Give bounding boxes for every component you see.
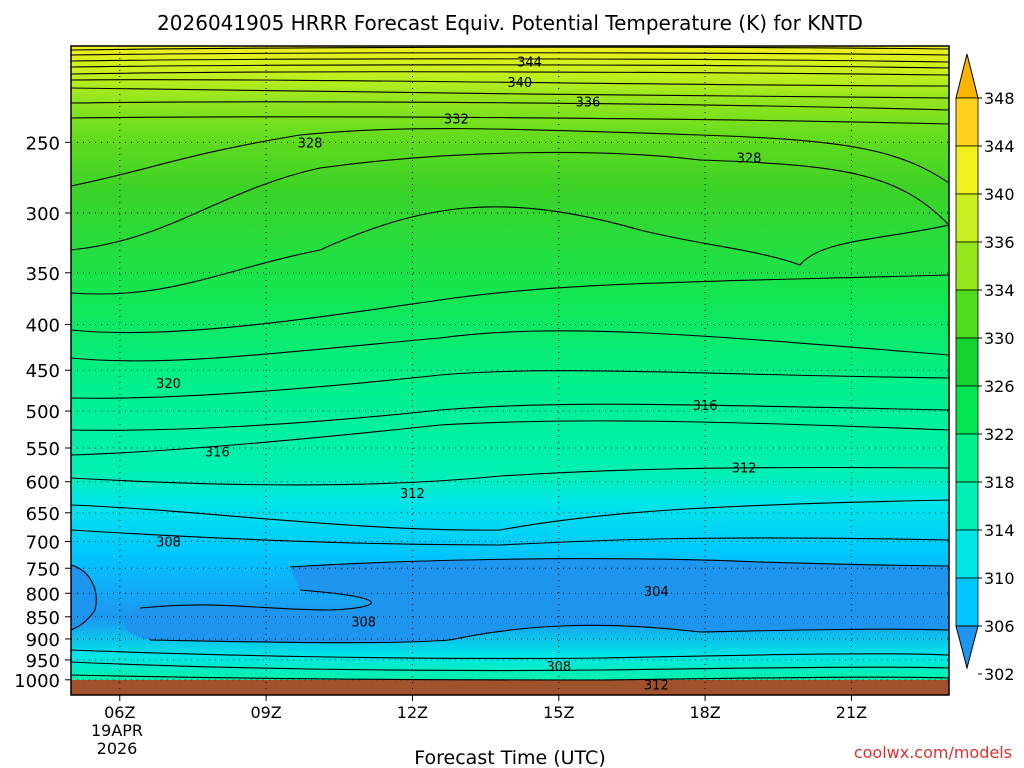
colorbar: 348 344 340 336 334 330 326 322 318 314 310 306 302 — [955, 53, 1015, 684]
y-tick-label-1000: 1000 — [14, 671, 60, 692]
contour-label-text: 340 — [507, 76, 532, 91]
colorbar-segment-9 — [955, 529, 979, 579]
x-tick-label-12Z: 12Z — [397, 703, 428, 722]
contour-label-10: 312 — [400, 487, 425, 502]
y-tick-label-400: 400 — [26, 316, 60, 337]
x-date-line2: 2026 — [97, 739, 138, 758]
contour-label-text: 336 — [576, 95, 601, 110]
contour-label-11: 308 — [156, 536, 181, 551]
colorbar-segment-10 — [955, 577, 979, 627]
y-tick-label-500: 500 — [26, 402, 60, 423]
contour-label-6: 320 — [156, 377, 181, 392]
contour-label-12: 304 — [644, 585, 669, 600]
colorbar-label-314: 314 — [984, 521, 1015, 540]
contour-label-2: 336 — [576, 95, 601, 110]
low-theta-band — [124, 558, 949, 643]
contour-label-text: 328 — [298, 136, 323, 151]
colorbar-label-318: 318 — [984, 473, 1015, 492]
x-date-line1: 19APR — [91, 721, 143, 740]
y-tick-label-700: 700 — [26, 533, 60, 554]
contour-label-text: 308 — [156, 536, 181, 551]
y-tick-label-550: 550 — [26, 439, 60, 460]
colorbar-label-340: 340 — [984, 185, 1015, 204]
x-tick-label-06Z: 06Z — [104, 703, 135, 722]
contour-label-text: 332 — [444, 112, 469, 127]
watermark: coolwx.com/models — [854, 743, 1012, 762]
colorbar-label-334: 334 — [984, 281, 1015, 300]
contour-label-text: 344 — [517, 56, 542, 71]
x-axis-label: Forecast Time (UTC) — [414, 747, 605, 768]
y-axis: 2503003504004505005506006507007508008509… — [14, 133, 71, 692]
y-tick-label-950: 950 — [26, 651, 60, 672]
contour-label-text: 304 — [644, 585, 669, 600]
colorbar-segment-5 — [955, 337, 979, 387]
contour-label-1: 340 — [507, 76, 532, 91]
colorbar-segment-3 — [955, 241, 979, 291]
colorbar-arrow-top — [955, 53, 979, 99]
colorbar-label-322: 322 — [984, 425, 1015, 444]
contour-label-3: 332 — [444, 112, 469, 127]
contour-label-8: 316 — [205, 446, 230, 461]
contour-label-13: 308 — [351, 615, 376, 630]
colorbar-segment-7 — [955, 433, 979, 483]
colorbar-label-306: 306 — [984, 617, 1015, 636]
contour-label-text: 312 — [400, 487, 425, 502]
contour-label-5: 328 — [737, 152, 762, 167]
colorbar-label-344: 344 — [984, 137, 1015, 156]
x-tick-label-15Z: 15Z — [543, 703, 574, 722]
contour-label-7: 316 — [693, 399, 718, 414]
colorbar-label-310: 310 — [984, 569, 1015, 588]
y-tick-label-250: 250 — [26, 133, 60, 154]
y-tick-label-450: 450 — [26, 361, 60, 382]
contour-label-9: 312 — [732, 461, 757, 476]
colorbar-segment-4 — [955, 289, 979, 339]
x-tick-label-18Z: 18Z — [689, 703, 720, 722]
ground-surface — [71, 680, 949, 695]
contour-label-text: 328 — [737, 152, 762, 167]
plot-area: 344 340 336 332 328 328 320 316 316 312 312 308 304 3… — [71, 46, 949, 695]
contour-label-text: 316 — [205, 446, 230, 461]
contour-label-0: 344 — [517, 56, 542, 71]
low-theta-region — [71, 565, 97, 630]
contour-label-text: 308 — [546, 660, 571, 675]
y-tick-label-800: 800 — [26, 584, 60, 605]
x-axis: 06Z 09Z 12Z 15Z 18Z 21Z — [104, 695, 867, 722]
contour-label-15: 312 — [644, 678, 669, 693]
colorbar-segment-6 — [955, 385, 979, 435]
contour-label-text: 308 — [351, 615, 376, 630]
y-tick-label-650: 650 — [26, 504, 60, 525]
contour-lines — [71, 46, 949, 681]
pressure-grid — [71, 141, 949, 681]
x-tick-label-09Z: 09Z — [250, 703, 281, 722]
colorbar-segment-2 — [955, 193, 979, 243]
colorbar-label-336: 336 — [984, 233, 1015, 252]
contour-labels: 344 340 336 332 328 328 320 316 316 312 312 308 304 3… — [156, 56, 762, 694]
contour-label-text: 320 — [156, 377, 181, 392]
colorbar-label-302: 302 — [984, 665, 1015, 684]
y-tick-label-900: 900 — [26, 630, 60, 651]
y-tick-label-850: 850 — [26, 608, 60, 629]
time-grid — [119, 46, 852, 695]
y-tick-label-350: 350 — [26, 264, 60, 285]
x-tick-label-21Z: 21Z — [836, 703, 867, 722]
contour-label-text: 316 — [693, 399, 718, 414]
chart-title: 2026041905 HRRR Forecast Equiv. Potentia… — [157, 11, 863, 35]
contour-label-text: 312 — [732, 461, 757, 476]
colorbar-segment-1 — [955, 145, 979, 195]
colorbar-segment-0 — [955, 97, 979, 147]
colorbar-segment-8 — [955, 481, 979, 531]
colorbar-label-330: 330 — [984, 329, 1015, 348]
y-tick-label-750: 750 — [26, 559, 60, 580]
y-tick-label-600: 600 — [26, 473, 60, 494]
colorbar-arrow-bottom — [955, 625, 979, 670]
y-tick-label-300: 300 — [26, 204, 60, 225]
contour-label-14: 308 — [546, 660, 571, 675]
colorbar-label-348: 348 — [984, 89, 1015, 108]
contour-label-4: 328 — [298, 136, 323, 151]
contour-label-text: 312 — [644, 678, 669, 693]
colorbar-label-326: 326 — [984, 377, 1015, 396]
